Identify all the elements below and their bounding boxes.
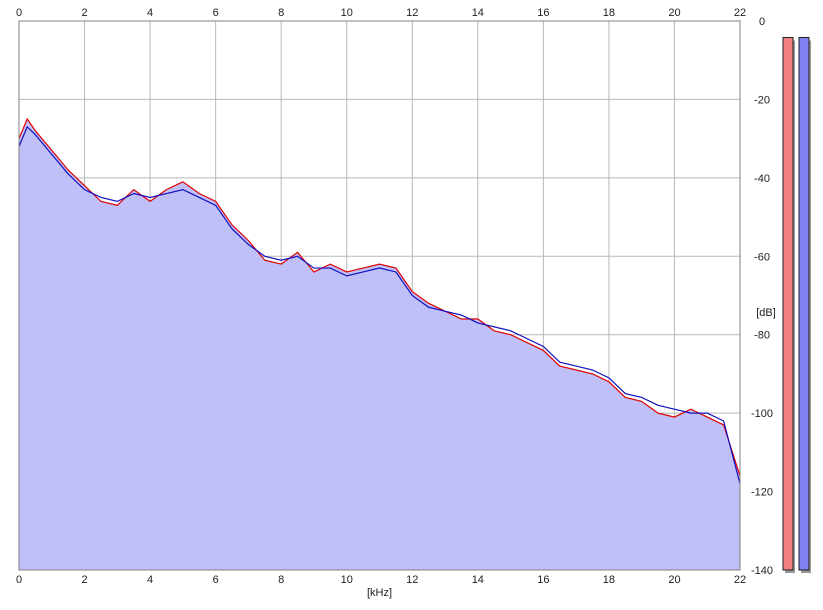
x-tick-label-top: 16 (537, 7, 549, 19)
y-axis-label: [dB] (756, 307, 776, 319)
x-tick-label-top: 10 (341, 7, 353, 19)
level-meter-bar (782, 36, 794, 571)
x-tick-label-top: 18 (603, 7, 615, 19)
y-tick-label: -140 (751, 565, 773, 577)
y-tick-label: -80 (754, 330, 770, 342)
x-tick-label-bottom: 0 (16, 574, 22, 586)
x-tick-label-bottom: 6 (213, 574, 219, 586)
x-tick-label-bottom: 22 (734, 574, 746, 586)
x-tick-label-top: 0 (16, 7, 22, 19)
x-tick-label-top: 6 (213, 7, 219, 19)
x-tick-label-top: 8 (278, 7, 284, 19)
x-tick-label-bottom: 8 (278, 574, 284, 586)
x-tick-label-bottom: 14 (472, 574, 484, 586)
x-tick-label-top: 12 (406, 7, 418, 19)
x-tick-label-top: 2 (81, 7, 87, 19)
spectrum-area-fill (19, 119, 740, 571)
level-meter-bar (798, 36, 810, 571)
series-blue-line (18, 125, 741, 484)
y-tick-label: -100 (751, 408, 773, 420)
x-axis-label: [kHz] (367, 587, 392, 599)
x-tick-labels-bottom: 0 2 4 6 8 10 12 14 16 18 20 22 (16, 574, 746, 586)
x-tick-label-bottom: 12 (406, 574, 418, 586)
y-tick-label: 0 (759, 16, 765, 28)
x-tick-label-bottom: 16 (537, 574, 549, 586)
x-tick-labels-top: 0 2 4 6 8 10 12 14 16 18 20 22 (16, 7, 746, 19)
y-tick-label: -60 (754, 251, 770, 263)
x-tick-label-bottom: 2 (81, 574, 87, 586)
y-tick-label: -20 (754, 94, 770, 106)
y-tick-labels: 0 -20 -40 -60 -80 -100 -120 -140 (751, 16, 773, 577)
x-tick-label-top: 14 (472, 7, 484, 19)
x-tick-label-top: 22 (734, 7, 746, 19)
x-tick-label-bottom: 18 (603, 574, 615, 586)
x-tick-label-top: 4 (147, 7, 153, 19)
x-tick-label-bottom: 10 (341, 574, 353, 586)
y-tick-label: -120 (751, 487, 773, 499)
x-tick-label-bottom: 4 (147, 574, 153, 586)
x-tick-label-bottom: 20 (668, 574, 680, 586)
level-meters (782, 36, 811, 574)
plot-frame (18, 20, 741, 571)
y-tick-label: -40 (754, 173, 770, 185)
x-tick-label-top: 20 (668, 7, 680, 19)
